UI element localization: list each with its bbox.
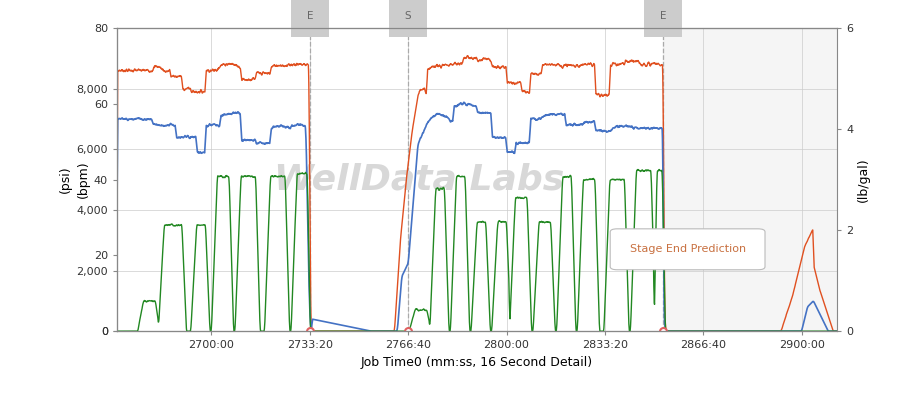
Y-axis label: (lb/gal): (lb/gal)	[858, 157, 870, 202]
Y-axis label: (psi): (psi)	[59, 166, 72, 194]
Y-axis label: (bpm): (bpm)	[76, 161, 90, 198]
Text: E: E	[307, 11, 313, 21]
Text: E: E	[660, 11, 666, 21]
Text: WellData Labs: WellData Labs	[274, 162, 564, 197]
Text: Stage End Prediction: Stage End Prediction	[629, 244, 746, 254]
Text: S: S	[405, 11, 411, 21]
X-axis label: Job Time0 (mm:ss, 16 Second Detail): Job Time0 (mm:ss, 16 Second Detail)	[361, 356, 593, 369]
FancyBboxPatch shape	[610, 229, 765, 270]
Bar	[663, 28, 837, 331]
